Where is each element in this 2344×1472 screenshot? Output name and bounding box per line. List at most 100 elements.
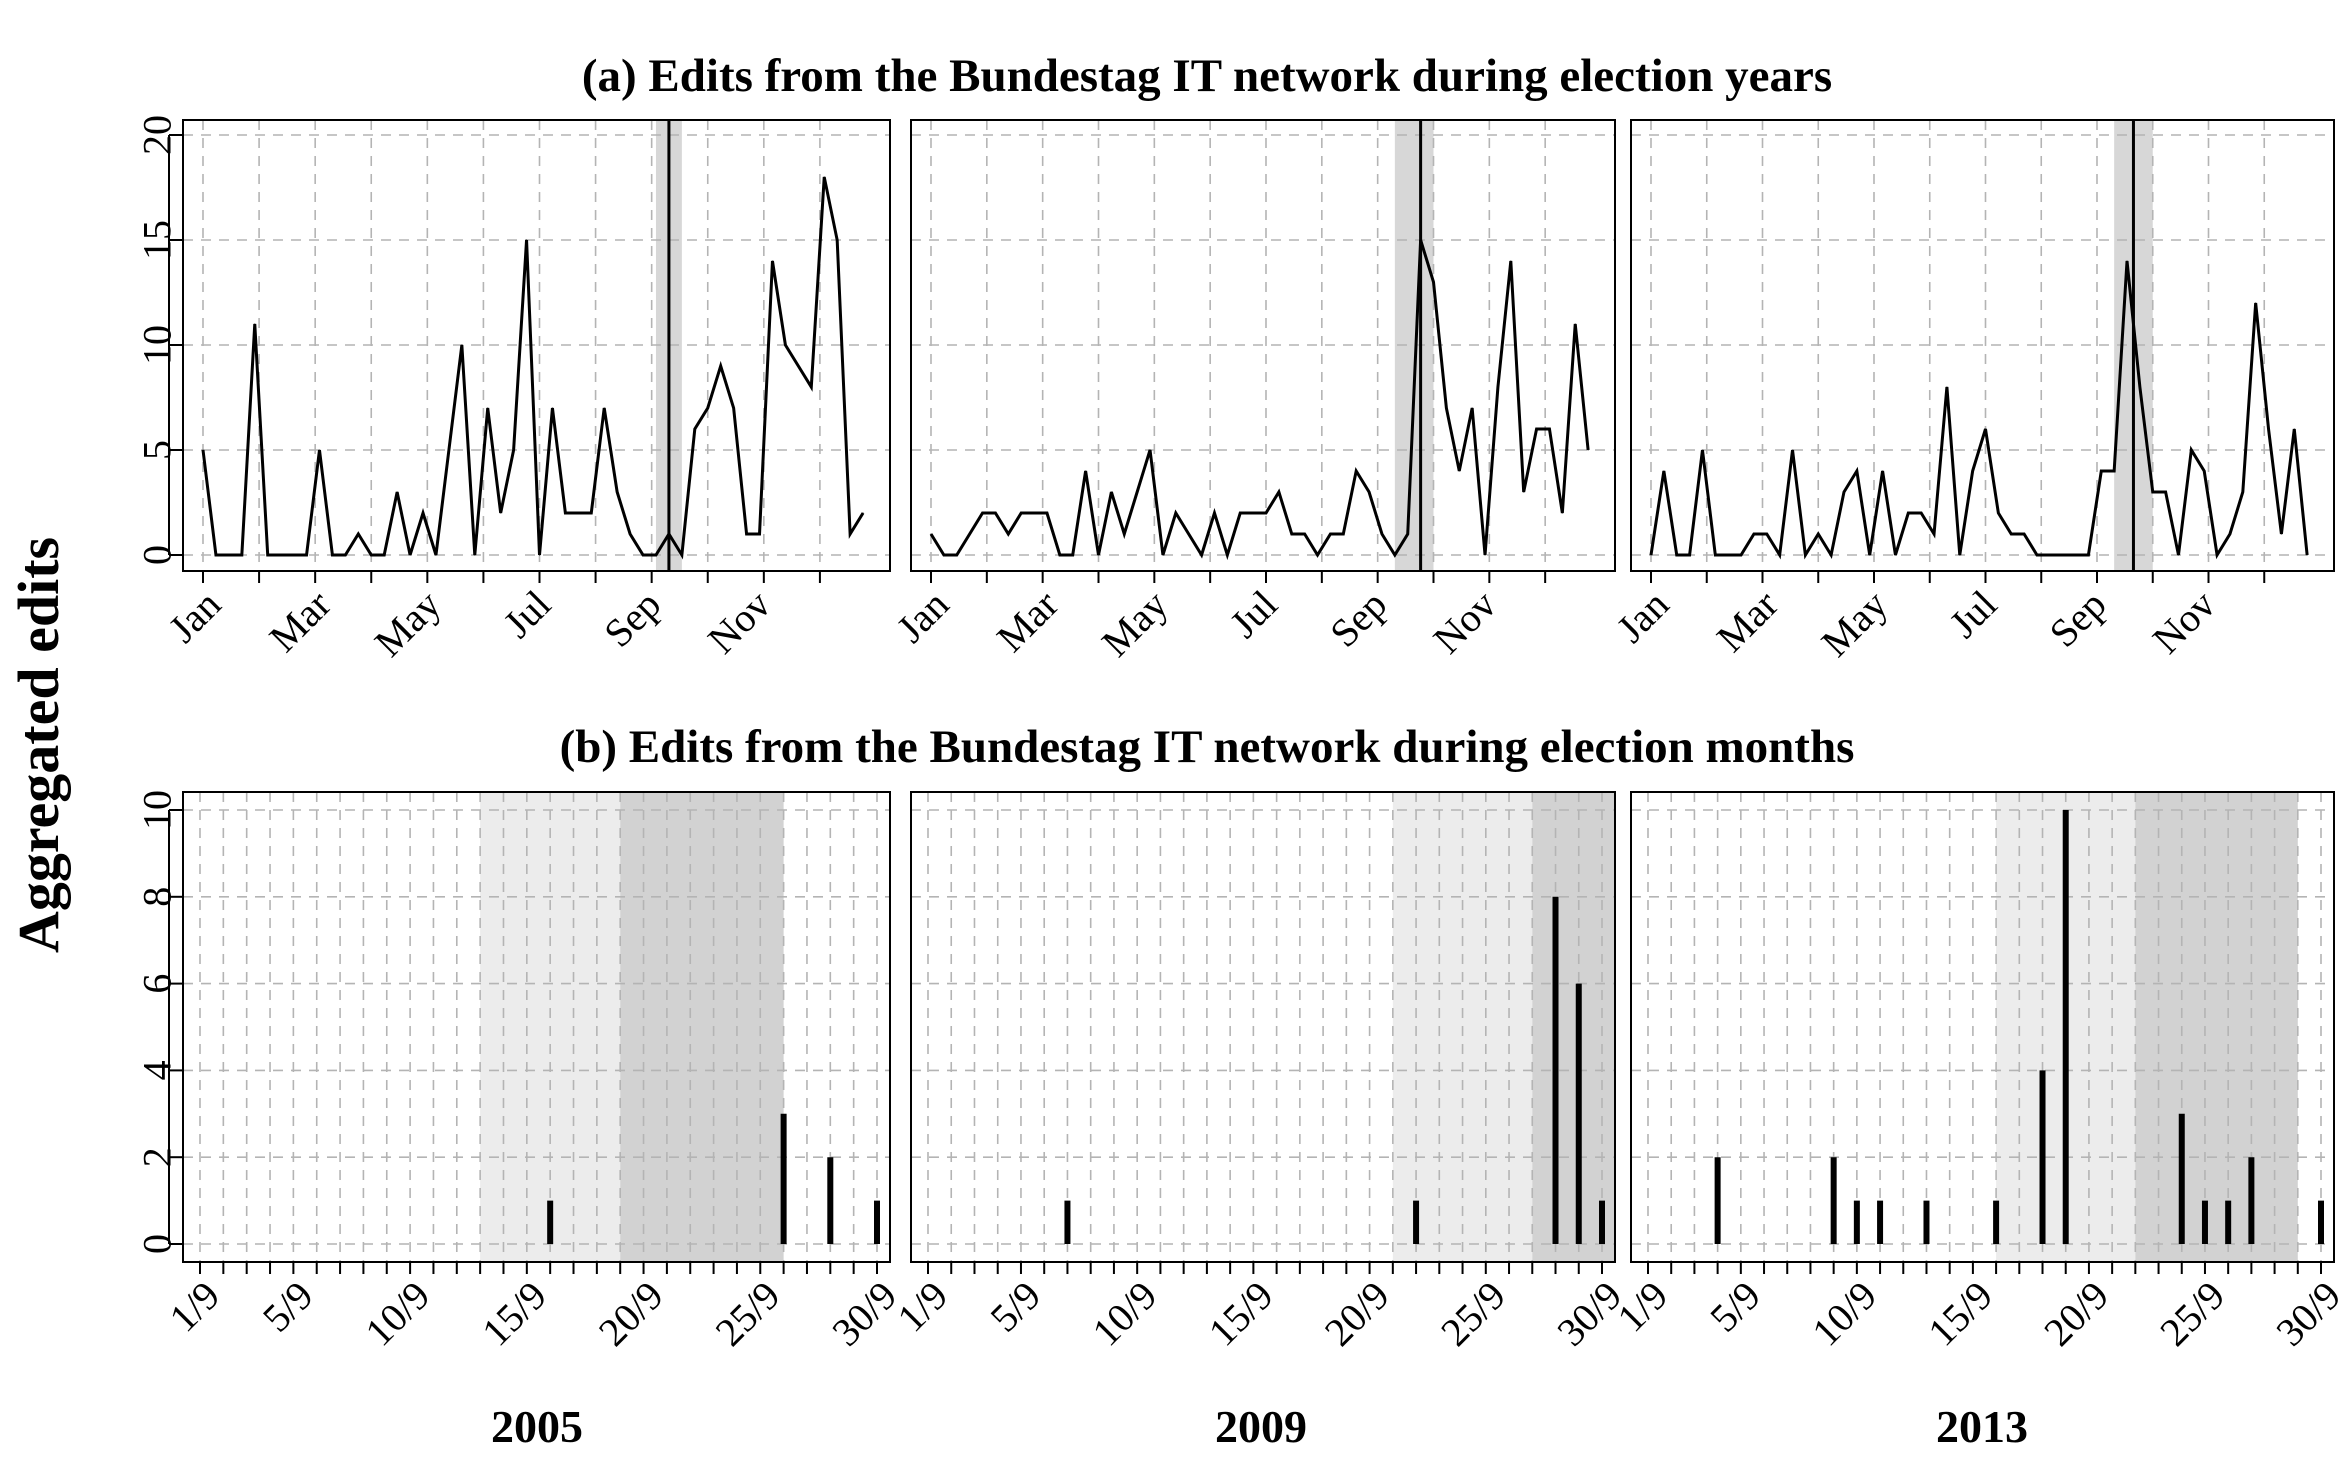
panel-b-2009: 1/9 5/9 10/9 15/9 20/9 25/9 30/9 xyxy=(888,791,1630,1355)
data-point xyxy=(1381,533,1383,535)
post-election-shaded-band xyxy=(620,792,784,1262)
data-point xyxy=(293,554,295,556)
data-point xyxy=(849,533,851,535)
data-point xyxy=(707,407,709,409)
data-point xyxy=(526,239,528,241)
x-tick-label-mar: Mar xyxy=(988,582,1067,661)
x-tick-label-may: May xyxy=(1812,582,1896,666)
data-point xyxy=(1291,533,1293,535)
data-point xyxy=(1985,428,1986,430)
data-point xyxy=(474,554,476,556)
data-point xyxy=(1226,554,1228,556)
data-point xyxy=(1933,533,1935,535)
data-point xyxy=(2203,470,2205,472)
data-point xyxy=(228,554,230,556)
panel-a-title: (a) Edits from the Bundestag IT network … xyxy=(582,50,1832,102)
data-point xyxy=(1265,512,1267,514)
data-point xyxy=(2062,554,2064,556)
data-point xyxy=(1110,491,1112,493)
data-point xyxy=(1433,281,1434,283)
data-point xyxy=(1098,554,1099,556)
data-point xyxy=(2242,491,2244,493)
x-tick-label-sep: Sep xyxy=(1321,582,1395,656)
data-point xyxy=(836,239,838,241)
data-point xyxy=(1689,554,1691,556)
data-point xyxy=(1561,512,1563,514)
x-tick-label-nov: Nov xyxy=(1424,582,1505,663)
data-point xyxy=(1085,470,1087,472)
data-point xyxy=(435,554,437,556)
data-point xyxy=(1869,554,1871,556)
x-tick-label-20: 20/9 xyxy=(590,1273,672,1355)
data-point xyxy=(1342,533,1344,535)
year-label-2013: 2013 xyxy=(1936,1401,2028,1452)
x-tick-label-25: 25/9 xyxy=(1432,1273,1514,1355)
data-point xyxy=(267,554,269,556)
data-point xyxy=(1882,470,1884,472)
data-point xyxy=(603,407,605,409)
x-tick-label-5: 5/9 xyxy=(254,1273,322,1341)
y-tick-label: 5 xyxy=(135,440,180,460)
x-tick-label-sep: Sep xyxy=(595,582,669,656)
y-tick-label: 10 xyxy=(135,325,180,365)
x-tick-label-10: 10/9 xyxy=(356,1273,438,1355)
x-tick-label-may: May xyxy=(366,582,450,666)
data-point xyxy=(1946,386,1948,388)
data-point xyxy=(551,407,553,409)
x-tick-label-15: 15/9 xyxy=(473,1273,555,1355)
data-point xyxy=(2165,491,2167,493)
data-point xyxy=(254,323,256,325)
data-point xyxy=(1458,470,1460,472)
data-point xyxy=(797,365,799,367)
x-tick-label-jul: Jul xyxy=(1941,582,2006,647)
data-point xyxy=(1523,491,1525,493)
data-point xyxy=(2075,554,2077,556)
x-tick-label-mar: Mar xyxy=(260,582,339,661)
data-point xyxy=(1548,428,1550,430)
y-tick-label: 0 xyxy=(135,1234,180,1254)
data-point xyxy=(1033,512,1035,514)
data-point xyxy=(590,512,592,514)
x-tick-label-25: 25/9 xyxy=(2151,1273,2233,1355)
y-tick-label: 0 xyxy=(135,545,180,565)
data-point xyxy=(1574,323,1576,325)
data-point xyxy=(1676,554,1678,556)
panel-a-2009: Jan Mar May Jul Sep Nov xyxy=(888,119,1616,665)
data-point xyxy=(1997,512,1999,514)
data-point xyxy=(422,512,424,514)
data-point xyxy=(500,512,502,514)
data-point xyxy=(487,407,489,409)
x-tick-label-1: 1/9 xyxy=(160,1273,228,1341)
data-point xyxy=(1536,428,1538,430)
plot-frame xyxy=(910,119,1616,572)
x-tick-label-10: 10/9 xyxy=(1083,1273,1165,1355)
y-tick-label: 8 xyxy=(135,887,180,907)
data-point xyxy=(1972,470,1974,472)
data-point xyxy=(2113,470,2115,472)
x-tick-label-mar: Mar xyxy=(1708,582,1787,661)
data-point xyxy=(2036,554,2038,556)
data-point xyxy=(2010,533,2012,535)
data-point xyxy=(1201,554,1203,556)
data-point xyxy=(1304,533,1306,535)
x-tick-label-jan: Jan xyxy=(888,582,958,652)
x-tick-label-jan: Jan xyxy=(160,582,230,652)
data-point xyxy=(1740,554,1742,556)
data-point xyxy=(956,554,958,556)
plot-frame xyxy=(1630,119,2335,572)
data-point xyxy=(1714,554,1716,556)
data-point xyxy=(1510,260,1512,262)
data-point xyxy=(1907,512,1909,514)
series-line-2005 xyxy=(201,176,865,560)
data-point xyxy=(2190,449,2192,451)
data-point xyxy=(2100,470,2102,472)
data-point xyxy=(994,512,996,514)
data-point xyxy=(1149,449,1151,451)
data-point xyxy=(318,449,320,451)
data-point xyxy=(1136,491,1138,493)
y-tick-label: 4 xyxy=(135,1060,180,1080)
data-point xyxy=(1420,239,1422,241)
data-point xyxy=(577,512,579,514)
